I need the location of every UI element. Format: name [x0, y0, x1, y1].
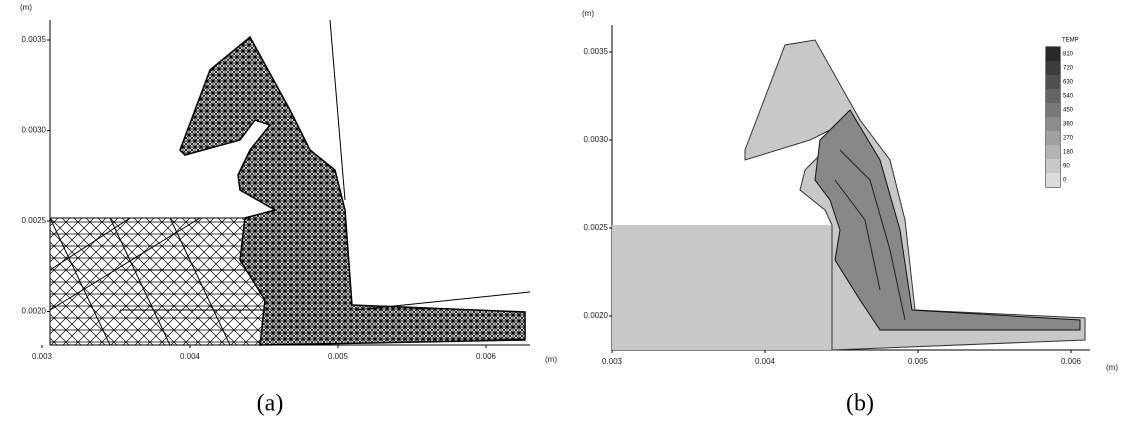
panel-b: (m) (m) (b) TEMP [582, 9, 1118, 416]
legend-swatch [1046, 75, 1060, 89]
workpiece-mesh [49, 217, 271, 346]
y-tick-label: 0.0020 [22, 307, 47, 316]
legend-entry: 720 [1063, 66, 1074, 72]
legend-swatch [1046, 47, 1060, 61]
x-tick-label: 0.005 [328, 352, 349, 361]
legend-entry: 90 [1063, 164, 1070, 170]
x-tick-label: 0.004 [755, 357, 776, 366]
y-unit: (m) [582, 9, 594, 18]
y-tick-label: 0.0035 [22, 35, 47, 44]
legend-entry: 0 [1063, 178, 1067, 184]
x-tick-label: 0.004 [180, 352, 201, 361]
x-unit: (m) [1106, 363, 1118, 372]
x-tick-label: 0.003 [602, 357, 623, 366]
legend-swatch [1046, 145, 1060, 159]
x-tick-label: 0.005 [908, 357, 929, 366]
legend-entry: 630 [1063, 80, 1074, 86]
legend-entry: 810 [1063, 52, 1074, 58]
caption: (a) [257, 391, 284, 417]
y-unit: (m) [20, 3, 32, 12]
legend-swatch [1046, 159, 1060, 173]
legend-entry: 270 [1063, 136, 1074, 142]
contours [834, 149, 906, 321]
y-tick-label: 0.0035 [584, 47, 609, 56]
legend-entry: 360 [1063, 122, 1074, 128]
y-tick-label: 0.0030 [584, 135, 609, 144]
caption: (b) [846, 391, 874, 417]
legend-swatch [1046, 173, 1060, 187]
panel-a: (m) (m) (a) [20, 3, 557, 416]
workpiece [612, 225, 832, 350]
legend-entry: 540 [1063, 94, 1074, 100]
legend-entry: 450 [1063, 108, 1074, 114]
y-tick-label: 0.0020 [584, 311, 609, 320]
y-tick-label: 0.0030 [22, 126, 47, 135]
y-tick-label: 0.0025 [584, 223, 609, 232]
hot-zone [814, 109, 1081, 331]
legend-swatch [1046, 89, 1060, 103]
tool-edge [329, 19, 346, 201]
legend-swatch [1046, 103, 1060, 117]
y-tick-label: 0.0025 [22, 216, 47, 225]
chip-mesh [179, 35, 526, 346]
legend-swatch [1046, 61, 1060, 75]
tool-edge [354, 291, 531, 311]
x-tick-label: 0.006 [476, 352, 497, 361]
mesh-lines [49, 217, 270, 346]
legend-swatch [1046, 117, 1060, 131]
legend-swatch [1046, 131, 1060, 145]
x-tick-label: 0.003 [32, 352, 53, 361]
legend-title: TEMP [1062, 38, 1079, 44]
x-unit: (m) [545, 355, 557, 364]
legend-entry: 180 [1063, 150, 1074, 156]
x-tick-label: 0.006 [1061, 357, 1082, 366]
